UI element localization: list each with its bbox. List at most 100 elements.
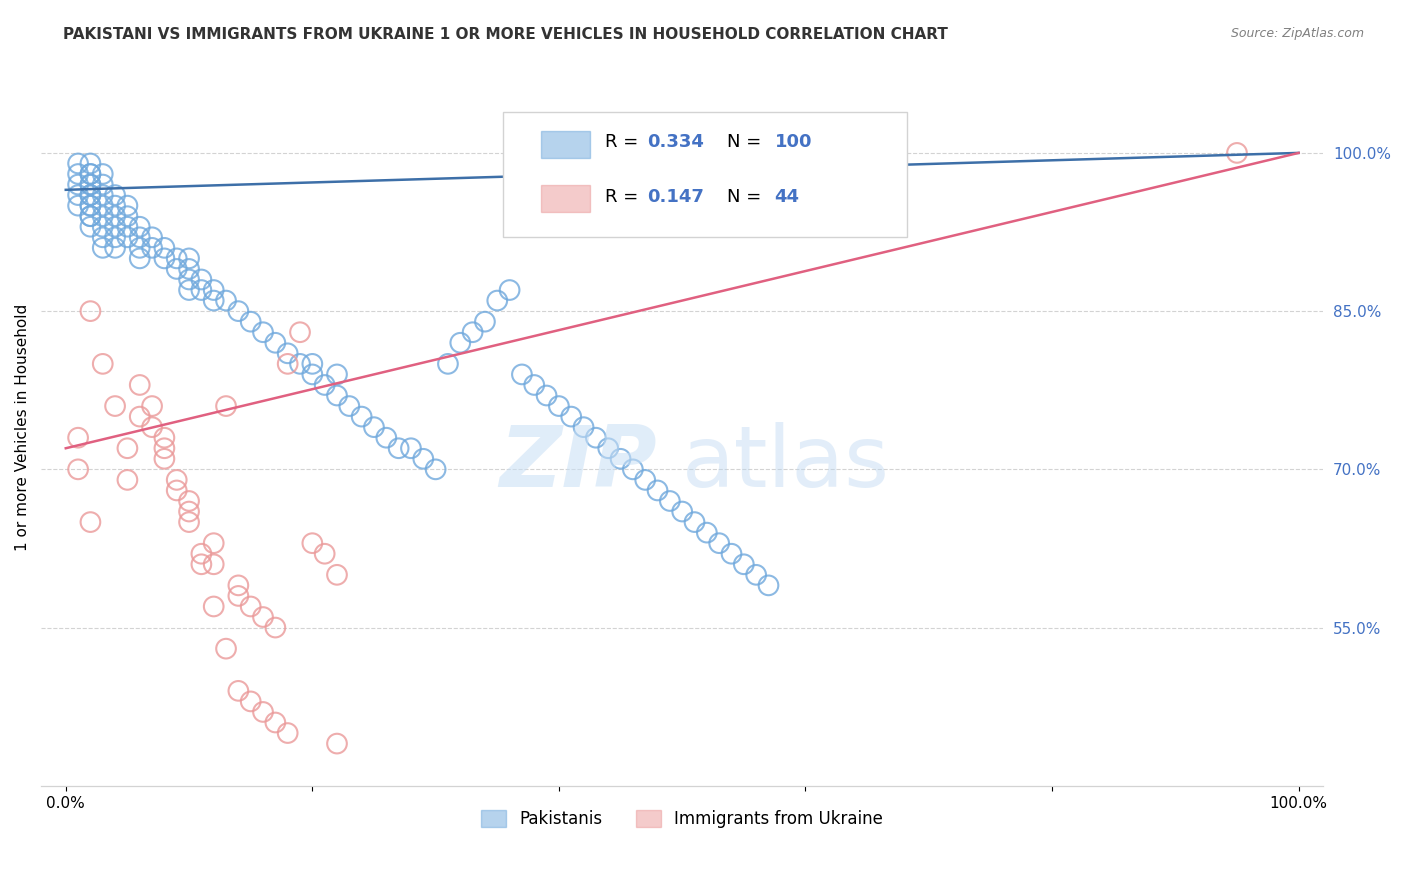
Point [228,683,250,698]
Point [153,241,176,255]
Point [560,409,582,424]
Point [548,399,571,413]
Text: ZIP: ZIP [499,422,657,505]
Point [683,515,706,529]
Text: 100: 100 [775,134,813,152]
Point [215,641,238,656]
Point [609,451,631,466]
Point [104,241,127,255]
Point [79,178,101,192]
Point [141,420,163,434]
Point [437,357,460,371]
Point [301,368,323,382]
Point [153,451,176,466]
Point [288,325,311,339]
Point [228,578,250,592]
Point [277,346,299,360]
Point [177,283,200,297]
Point [177,252,200,266]
Point [523,378,546,392]
Point [91,167,114,181]
Point [647,483,669,498]
Point [91,357,114,371]
Point [745,567,768,582]
Point [166,261,188,276]
Point [202,536,225,550]
Point [671,504,693,518]
Point [301,536,323,550]
Point [104,199,127,213]
Point [128,409,150,424]
Point [104,399,127,413]
Point [634,473,657,487]
FancyBboxPatch shape [503,112,907,237]
Point [190,547,212,561]
Bar [541,131,591,158]
Point [474,315,496,329]
Point [141,241,163,255]
Point [202,293,225,308]
Point [658,494,681,508]
Point [425,462,447,476]
Point [375,431,398,445]
Text: 44: 44 [775,188,800,206]
Point [104,188,127,202]
Point [117,230,139,244]
Point [67,462,90,476]
Point [498,283,520,297]
Point [190,283,212,297]
Point [141,399,163,413]
Point [228,304,250,318]
Point [252,610,274,624]
Point [314,547,336,561]
Point [363,420,385,434]
Point [177,494,200,508]
Point [486,293,509,308]
Point [585,431,607,445]
Point [239,694,262,708]
Text: 0.147: 0.147 [648,188,704,206]
Point [79,209,101,223]
Point [91,199,114,213]
Point [239,315,262,329]
Point [239,599,262,614]
Y-axis label: 1 or more Vehicles in Household: 1 or more Vehicles in Household [15,303,30,550]
Point [412,451,434,466]
Point [536,388,558,402]
Point [91,241,114,255]
Point [153,442,176,456]
Point [117,473,139,487]
Point [709,536,731,550]
Point [264,715,287,730]
Point [326,388,349,402]
Point [399,442,422,456]
Point [117,219,139,234]
Point [598,442,620,456]
Point [758,578,780,592]
Point [91,230,114,244]
Point [128,230,150,244]
Point [202,558,225,572]
Point [166,473,188,487]
Text: PAKISTANI VS IMMIGRANTS FROM UKRAINE 1 OR MORE VEHICLES IN HOUSEHOLD CORRELATION: PAKISTANI VS IMMIGRANTS FROM UKRAINE 1 O… [63,27,948,42]
Point [91,178,114,192]
Point [166,483,188,498]
Point [79,199,101,213]
Point [301,357,323,371]
Point [190,272,212,286]
Point [67,156,90,170]
Point [79,167,101,181]
Point [166,252,188,266]
Point [326,368,349,382]
Point [67,178,90,192]
Legend: Pakistanis, Immigrants from Ukraine: Pakistanis, Immigrants from Ukraine [475,804,890,835]
Point [202,599,225,614]
Text: N =: N = [727,134,768,152]
Point [350,409,373,424]
Point [79,188,101,202]
Point [326,737,349,751]
Point [104,230,127,244]
Point [215,399,238,413]
Point [67,167,90,181]
Point [67,431,90,445]
